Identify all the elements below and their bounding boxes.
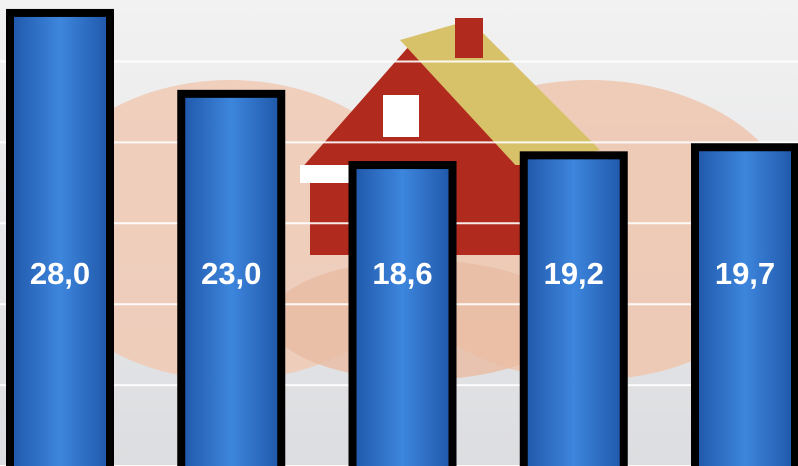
value-label: 19,7 bbox=[715, 256, 775, 291]
bar bbox=[695, 147, 795, 466]
value-label: 28,0 bbox=[30, 256, 90, 291]
page: 28,023,018,619,219,7 (() => { const data… bbox=[0, 0, 798, 466]
value-label: 19,2 bbox=[544, 256, 604, 291]
bar bbox=[10, 13, 110, 466]
chart: 28,0 23,0 18,6 19,2 19,7 bbox=[0, 0, 798, 466]
value-label: 23,0 bbox=[201, 256, 261, 291]
bar bbox=[524, 155, 624, 466]
value-label: 18,6 bbox=[372, 256, 432, 291]
bar bbox=[353, 165, 453, 466]
